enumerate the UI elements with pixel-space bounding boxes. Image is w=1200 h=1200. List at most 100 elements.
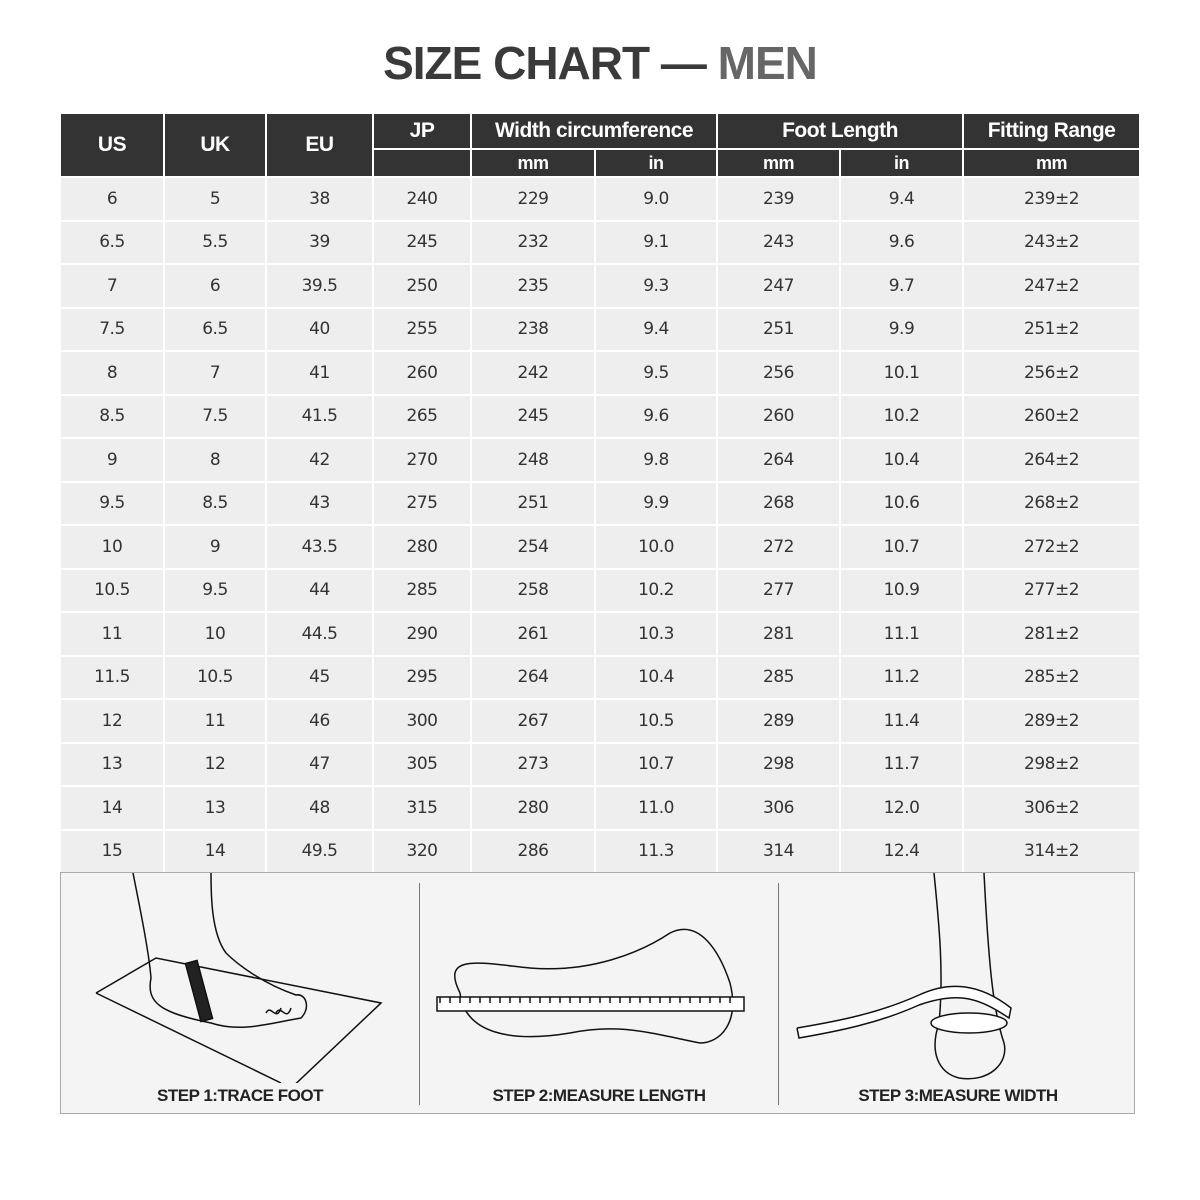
- cell-us: 10.5: [61, 569, 163, 611]
- cell-foot-mm: 314: [718, 830, 839, 872]
- cell-us: 12: [61, 700, 163, 742]
- cell-width-in: 9.3: [596, 265, 716, 307]
- cell-uk: 7: [165, 352, 265, 394]
- table-row: 8.5 7.5 41.5 265 245 9.6 260 10.2 260±2: [61, 395, 1140, 437]
- cell-width-mm: 264: [472, 656, 594, 698]
- cell-jp: 255: [374, 308, 470, 350]
- cell-width-mm: 229: [472, 178, 594, 220]
- cell-fitting-range: 298±2: [964, 743, 1140, 785]
- cell-fitting-range: 281±2: [964, 613, 1140, 655]
- cell-width-in: 10.3: [596, 613, 716, 655]
- cell-width-mm: 232: [472, 221, 594, 263]
- cell-width-in: 10.4: [596, 656, 716, 698]
- cell-foot-mm: 285: [718, 656, 839, 698]
- table-row: 11 10 44.5 290 261 10.3 281 11.1 281±2: [61, 613, 1140, 655]
- cell-foot-in: 9.7: [841, 265, 963, 307]
- cell-eu: 46: [267, 700, 372, 742]
- cell-foot-in: 11.7: [841, 743, 963, 785]
- table-row: 8 7 41 260 242 9.5 256 10.1 256±2: [61, 352, 1140, 394]
- table-row: 10.5 9.5 44 285 258 10.2 277 10.9 277±2: [61, 569, 1140, 611]
- cell-width-in: 10.5: [596, 700, 716, 742]
- divider: [419, 883, 420, 1105]
- cell-uk: 5: [165, 178, 265, 220]
- cell-fitting-range: 243±2: [964, 221, 1140, 263]
- cell-foot-mm: 281: [718, 613, 839, 655]
- cell-eu: 39: [267, 221, 372, 263]
- cell-uk: 12: [165, 743, 265, 785]
- header-uk: UK: [165, 114, 265, 176]
- cell-fitting-range: 251±2: [964, 308, 1140, 350]
- cell-us: 11: [61, 613, 163, 655]
- cell-eu: 44.5: [267, 613, 372, 655]
- cell-width-in: 11.3: [596, 830, 716, 872]
- cell-foot-in: 10.6: [841, 482, 963, 524]
- cell-jp: 275: [374, 482, 470, 524]
- cell-uk: 8.5: [165, 482, 265, 524]
- cell-jp: 320: [374, 830, 470, 872]
- cell-width-mm: 245: [472, 395, 594, 437]
- cell-foot-mm: 239: [718, 178, 839, 220]
- cell-foot-in: 10.1: [841, 352, 963, 394]
- header-jp: JP: [374, 114, 470, 148]
- header-width: Width circumference: [472, 114, 716, 148]
- table-row: 14 13 48 315 280 11.0 306 12.0 306±2: [61, 787, 1140, 829]
- cell-eu: 38: [267, 178, 372, 220]
- cell-jp: 260: [374, 352, 470, 394]
- cell-foot-in: 10.4: [841, 439, 963, 481]
- cell-foot-in: 10.2: [841, 395, 963, 437]
- cell-fitting-range: 272±2: [964, 526, 1140, 568]
- subheader-fit-mm: mm: [964, 150, 1140, 176]
- cell-uk: 9.5: [165, 569, 265, 611]
- page-title: SIZE CHART — MEN: [0, 36, 1200, 90]
- cell-uk: 11: [165, 700, 265, 742]
- cell-width-in: 11.0: [596, 787, 716, 829]
- cell-jp: 290: [374, 613, 470, 655]
- cell-uk: 6: [165, 265, 265, 307]
- cell-foot-in: 11.1: [841, 613, 963, 655]
- cell-foot-mm: 256: [718, 352, 839, 394]
- cell-foot-in: 9.6: [841, 221, 963, 263]
- cell-foot-mm: 247: [718, 265, 839, 307]
- cell-us: 7: [61, 265, 163, 307]
- cell-jp: 285: [374, 569, 470, 611]
- cell-uk: 13: [165, 787, 265, 829]
- cell-eu: 40: [267, 308, 372, 350]
- subheader-jp-empty: [374, 150, 470, 176]
- measure-instructions: STEP 1:TRACE FOOT STEP 2:MEASURE LENGTH …: [60, 872, 1135, 1114]
- cell-fitting-range: 264±2: [964, 439, 1140, 481]
- cell-foot-mm: 289: [718, 700, 839, 742]
- cell-us: 10: [61, 526, 163, 568]
- header-fitting-range: Fitting Range: [964, 114, 1140, 148]
- cell-foot-in: 12.4: [841, 830, 963, 872]
- table-row: 6.5 5.5 39 245 232 9.1 243 9.6 243±2: [61, 221, 1140, 263]
- table-row: 13 12 47 305 273 10.7 298 11.7 298±2: [61, 743, 1140, 785]
- table-row: 7 6 39.5 250 235 9.3 247 9.7 247±2: [61, 265, 1140, 307]
- cell-width-in: 10.0: [596, 526, 716, 568]
- table-row: 6 5 38 240 229 9.0 239 9.4 239±2: [61, 178, 1140, 220]
- cell-us: 9: [61, 439, 163, 481]
- cell-foot-mm: 277: [718, 569, 839, 611]
- cell-us: 8.5: [61, 395, 163, 437]
- cell-uk: 14: [165, 830, 265, 872]
- cell-foot-in: 9.9: [841, 308, 963, 350]
- cell-fitting-range: 260±2: [964, 395, 1140, 437]
- cell-fitting-range: 277±2: [964, 569, 1140, 611]
- cell-eu: 49.5: [267, 830, 372, 872]
- cell-width-mm: 267: [472, 700, 594, 742]
- cell-us: 15: [61, 830, 163, 872]
- cell-uk: 10: [165, 613, 265, 655]
- cell-foot-in: 12.0: [841, 787, 963, 829]
- cell-width-mm: 248: [472, 439, 594, 481]
- cell-uk: 8: [165, 439, 265, 481]
- table-row: 10 9 43.5 280 254 10.0 272 10.7 272±2: [61, 526, 1140, 568]
- cell-width-mm: 238: [472, 308, 594, 350]
- cell-foot-in: 9.4: [841, 178, 963, 220]
- cell-width-in: 9.9: [596, 482, 716, 524]
- cell-us: 11.5: [61, 656, 163, 698]
- cell-foot-mm: 264: [718, 439, 839, 481]
- table-row: 7.5 6.5 40 255 238 9.4 251 9.9 251±2: [61, 308, 1140, 350]
- table-row: 9.5 8.5 43 275 251 9.9 268 10.6 268±2: [61, 482, 1140, 524]
- cell-foot-in: 11.4: [841, 700, 963, 742]
- cell-width-in: 9.1: [596, 221, 716, 263]
- cell-fitting-range: 314±2: [964, 830, 1140, 872]
